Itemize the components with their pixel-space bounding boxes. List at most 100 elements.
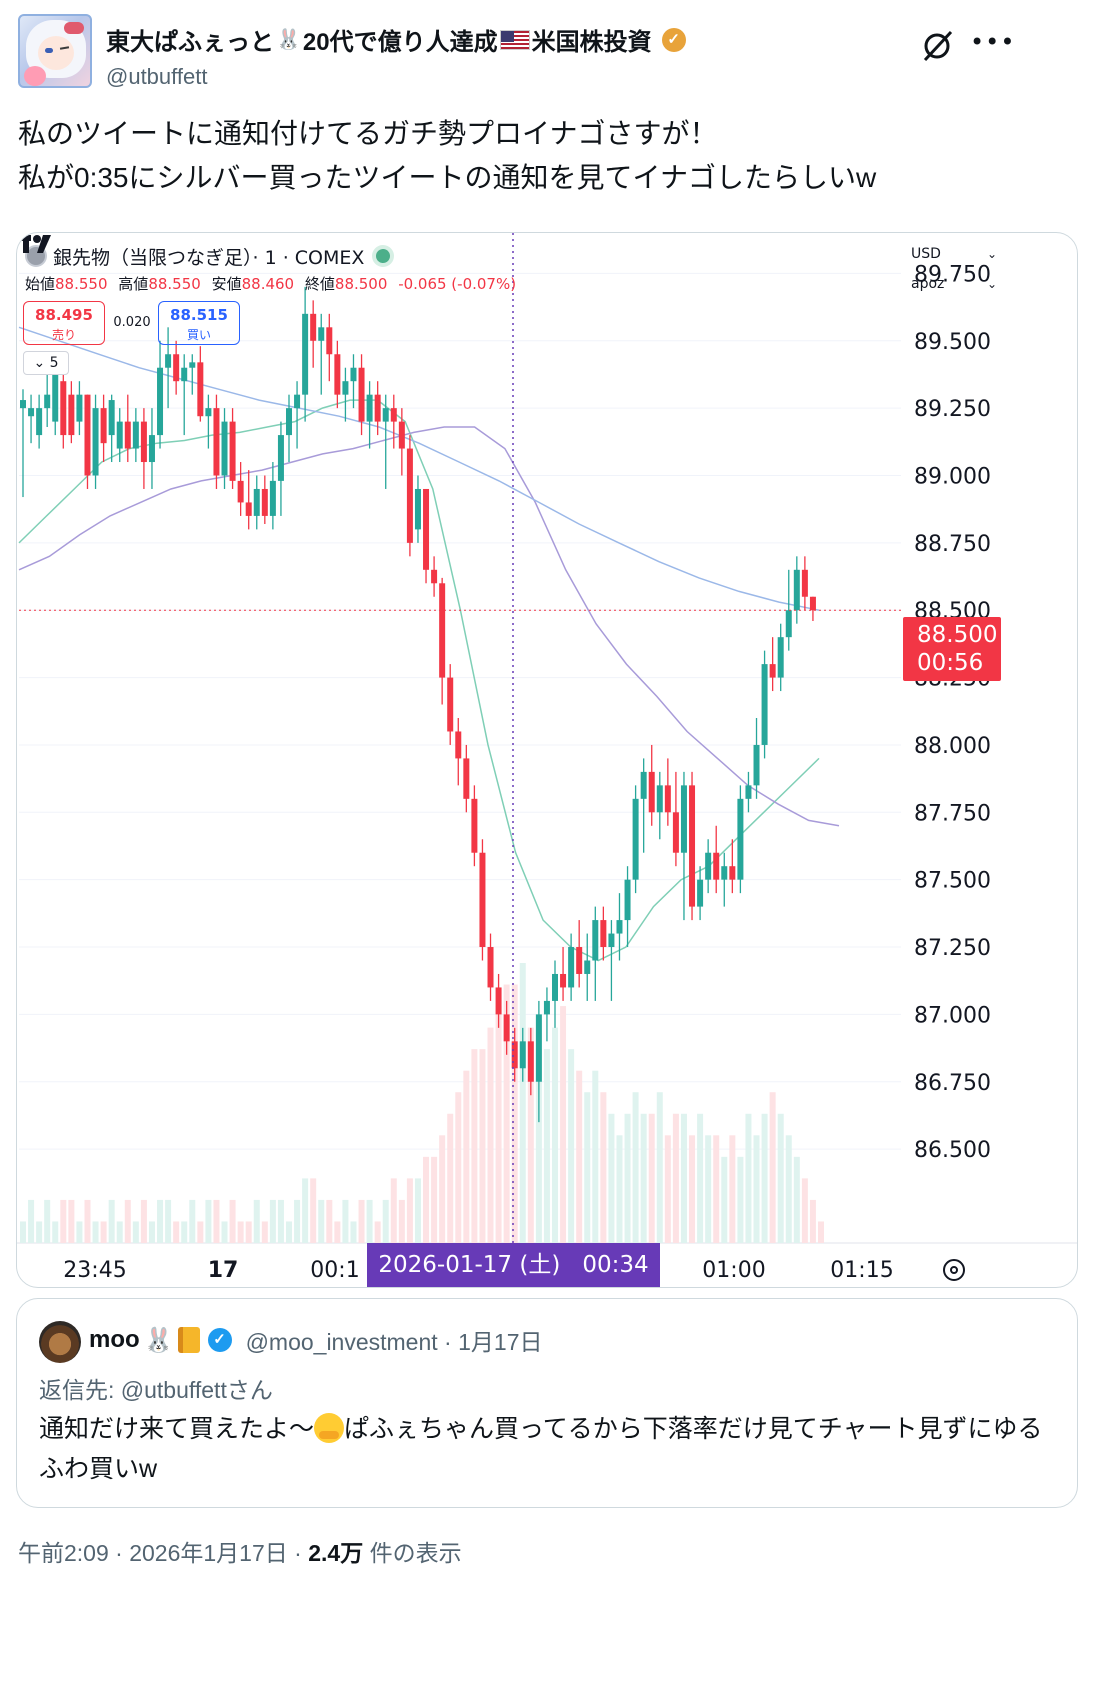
volume-bar bbox=[84, 1199, 91, 1243]
candle-body bbox=[431, 569, 438, 584]
volume-bar bbox=[414, 1178, 421, 1243]
candle-body bbox=[92, 408, 99, 476]
rabbit-icon: 🐰 bbox=[276, 29, 301, 51]
candle-body bbox=[132, 421, 139, 449]
volume-bar bbox=[455, 1092, 462, 1243]
last-price-label: 88.500 00:56 bbox=[903, 617, 1001, 681]
candle-body bbox=[36, 408, 43, 436]
x-tick-label: 01:15 bbox=[830, 1258, 893, 1283]
grok-icon[interactable] bbox=[921, 28, 955, 62]
chart-image[interactable]: 89.75089.50089.25089.00088.75088.50088.2… bbox=[16, 232, 1078, 1288]
quoted-tweet[interactable]: moo 🐰 ✓ @moo_investment · 1月17日 返信先: @ut… bbox=[16, 1298, 1078, 1508]
volume-bar bbox=[447, 1113, 454, 1243]
volume-bar bbox=[680, 1113, 687, 1243]
candle-body bbox=[769, 664, 776, 678]
volume-bar bbox=[358, 1199, 365, 1243]
chart-settings-icon[interactable] bbox=[943, 1259, 965, 1281]
candle-body bbox=[584, 960, 591, 974]
spread-value: 0.020 bbox=[113, 315, 151, 330]
candle-body bbox=[624, 879, 631, 921]
ohlc-row: 始値88.550 高値88.550 安値88.460 終値88.500 -0.0… bbox=[25, 273, 516, 294]
candle-body bbox=[221, 421, 228, 476]
view-count-label: 件の表示 bbox=[369, 1540, 462, 1566]
volume-bar bbox=[213, 1199, 220, 1243]
crosshair-date: 2026-01-17 (土) bbox=[378, 1252, 561, 1278]
candle-body bbox=[302, 313, 309, 395]
quote-author-handle[interactable]: @moo_investment bbox=[245, 1329, 438, 1355]
volume-bar bbox=[753, 1135, 760, 1243]
open-value: 88.550 bbox=[55, 275, 108, 293]
candle-body bbox=[382, 408, 389, 422]
notebook-icon bbox=[177, 1327, 200, 1353]
y-tick-label: 88.750 bbox=[914, 532, 991, 557]
volume-bar bbox=[269, 1199, 276, 1243]
sell-button[interactable]: 88.495 売り bbox=[23, 301, 105, 345]
quote-author-avatar[interactable] bbox=[39, 1321, 81, 1363]
volume-bar bbox=[28, 1199, 35, 1243]
more-options-icon[interactable]: ••• bbox=[970, 28, 1016, 56]
buy-price: 88.515 bbox=[170, 306, 228, 324]
tweet-time[interactable]: 午前2:09 bbox=[18, 1540, 109, 1566]
candle-body bbox=[632, 798, 639, 880]
candle-body bbox=[213, 408, 220, 476]
author-handle[interactable]: @utbuffett bbox=[106, 64, 208, 89]
candle-body bbox=[68, 394, 75, 436]
candle-body bbox=[463, 758, 470, 799]
volume-bar bbox=[697, 1113, 704, 1243]
volume-bar bbox=[44, 1199, 51, 1243]
candle-body bbox=[157, 367, 164, 436]
candle-body bbox=[495, 987, 502, 1015]
volume-bar bbox=[737, 1156, 744, 1243]
volume-bar bbox=[543, 1049, 550, 1243]
indicator-toggle[interactable]: ⌄ 5 bbox=[23, 351, 69, 375]
candle-body bbox=[535, 1014, 542, 1082]
candle-body bbox=[447, 677, 454, 732]
candle-body bbox=[44, 394, 51, 409]
candle-body bbox=[374, 394, 381, 422]
volume-bar bbox=[318, 1199, 325, 1243]
y-tick-label: 88.000 bbox=[914, 734, 991, 759]
volume-bar bbox=[342, 1199, 349, 1243]
candle-body bbox=[680, 785, 687, 853]
candle-body bbox=[616, 920, 623, 934]
candle-body bbox=[52, 373, 59, 422]
crosshair-time: 00:34 bbox=[582, 1252, 649, 1278]
candle-body bbox=[576, 947, 583, 974]
volume-bar bbox=[237, 1221, 244, 1243]
quote-author-name[interactable]: moo bbox=[89, 1326, 140, 1353]
y-tick-label: 87.750 bbox=[914, 801, 991, 826]
currency-select[interactable]: USD ⌄ bbox=[905, 241, 1001, 269]
author-name-part2: 20代で億り人達成 bbox=[302, 29, 498, 56]
close-value: 88.500 bbox=[334, 275, 388, 293]
candle-body bbox=[326, 327, 333, 355]
candle-body bbox=[124, 421, 131, 449]
quote-date[interactable]: 1月17日 bbox=[458, 1329, 543, 1355]
volume-bar bbox=[568, 1049, 575, 1243]
y-tick-label: 89.500 bbox=[914, 330, 991, 355]
verified-gold-icon: ✓ bbox=[661, 27, 686, 52]
tweet-date[interactable]: 2026年1月17日 bbox=[129, 1540, 288, 1566]
volume-bar bbox=[495, 1006, 502, 1243]
volume-bar bbox=[253, 1199, 260, 1243]
candle-body bbox=[552, 973, 558, 1001]
candle-body bbox=[165, 354, 172, 368]
tweet-text: 私のツイートに通知付けてるガチ勢プロイナゴさすが！ 私が0:35にシルバー買った… bbox=[18, 112, 1078, 200]
volume-bar bbox=[616, 1135, 623, 1243]
candle-body bbox=[793, 569, 800, 611]
volume-bar bbox=[132, 1221, 139, 1243]
candle-body bbox=[60, 381, 67, 436]
chevron-down-icon: ⌄ bbox=[986, 277, 997, 291]
candle-body bbox=[253, 488, 260, 516]
open-label: 始値 bbox=[25, 275, 56, 293]
buy-button[interactable]: 88.515 買い bbox=[158, 301, 240, 345]
volume-bar bbox=[326, 1199, 333, 1243]
quote-author-row: moo 🐰 ✓ @moo_investment · 1月17日 bbox=[89, 1326, 543, 1355]
scale-select[interactable]: apoz ⌄ bbox=[905, 271, 1001, 299]
low-value: 88.460 bbox=[241, 275, 295, 293]
volume-bar bbox=[221, 1221, 228, 1243]
moving-average-line bbox=[18, 399, 820, 962]
author-display-name[interactable]: 東大ぱふぇっと 🐰 20代で億り人達成 米国株投資 ✓ bbox=[106, 22, 686, 57]
volume-bar bbox=[592, 1070, 599, 1243]
candle-body bbox=[414, 488, 421, 530]
author-avatar[interactable] bbox=[18, 14, 92, 88]
